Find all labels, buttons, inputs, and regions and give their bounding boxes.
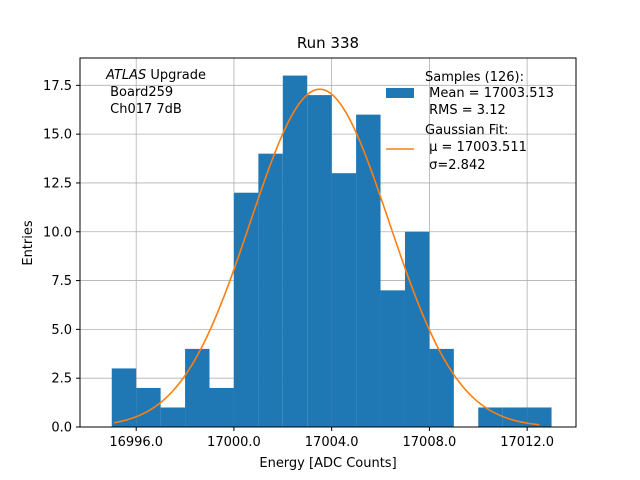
y-tick-label: 7.5 [51,274,72,289]
legend-fit-line-2: μ = 17003.511 [425,140,527,155]
histogram-bar [136,387,161,427]
histogram-bar [258,153,283,427]
plot-frame [79,57,577,428]
histogram-bar [282,75,308,428]
histogram-bar [429,348,454,427]
annotation-line-1: ATLAS Upgrade [105,68,206,83]
gaussian-fit [114,88,540,426]
atlas-annotation: ATLAS Upgrade Board259 Ch017 7dB [105,68,206,117]
legend-fit-line-1: Gaussian Fit: [425,123,508,138]
histogram-bar [404,231,430,427]
x-tick-label: 17000.0 [207,435,261,450]
y-tick-label: 10.0 [43,225,72,240]
x-tick-label: 17012.0 [500,435,554,450]
x-axis-label: Energy [ADC Counts] [259,456,396,471]
x-tick-label: 16996.0 [109,435,163,450]
annotation-line-2: Board259 [106,85,173,100]
histogram-bar [527,407,552,427]
histogram-bar [331,173,357,427]
chart-title: Run 338 [297,34,359,52]
annotation-italic: ATLAS [105,68,146,83]
y-axis-ticks: 0.0 2.5 5.0 7.5 10.0 12.5 15.0 17.5 [43,79,80,436]
histogram-bars [111,75,552,428]
histogram-bar [380,290,405,427]
histogram-bar [185,348,210,427]
histogram-bar [233,192,259,427]
x-axis-ticks: 16996.0 17000.0 17004.0 17008.0 17012.0 [109,427,554,450]
histogram-bar [307,95,332,427]
histogram-bar [478,407,503,427]
y-tick-label: 17.5 [43,79,72,94]
y-tick-label: 2.5 [51,372,72,387]
legend-fit-line-3: σ=2.842 [425,158,485,173]
legend-histogram-line-1: Samples (126): [425,70,524,85]
legend-histogram-line-3: RMS = 3.12 [425,103,506,118]
fit-curve [114,88,540,426]
histogram-bar [356,114,381,427]
annotation-line-3: Ch017 7dB [106,102,182,117]
histogram-bar [111,368,137,427]
x-tick-label: 17008.0 [403,435,457,450]
y-tick-label: 12.5 [43,176,72,191]
annotation-rest: Upgrade [146,68,206,83]
legend-histogram-line-2: Mean = 17003.513 [425,86,554,101]
y-axis-label: Entries [21,220,36,266]
x-tick-label: 17004.0 [305,435,359,450]
histogram-bar [160,407,186,427]
y-tick-label: 0.0 [51,421,72,436]
legend-histogram-swatch [386,88,414,98]
legend: Samples (126): Mean = 17003.513 RMS = 3.… [386,70,554,173]
histogram-bar [209,387,234,427]
y-tick-label: 5.0 [51,323,72,338]
y-tick-label: 15.0 [43,128,72,143]
